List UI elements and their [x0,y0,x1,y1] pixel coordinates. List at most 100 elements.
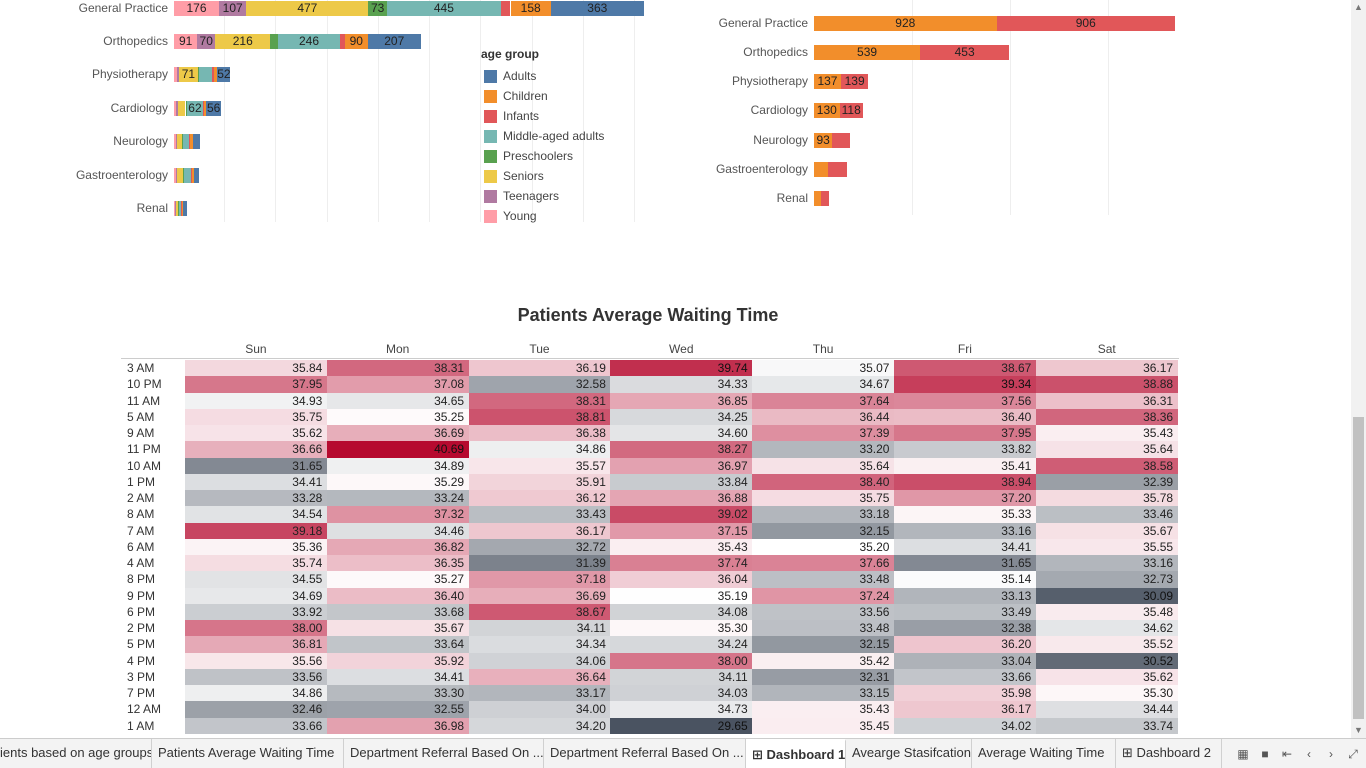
bar-segment-children[interactable] [814,191,821,206]
heatmap-cell[interactable]: 38.31 [468,392,611,410]
bar-segment-middle-aged-adults[interactable]: 445 [386,1,501,16]
heatmap-cell[interactable]: 36.88 [610,490,753,507]
tab-ients-based-on-age-groups[interactable]: ients based on age groups [0,739,152,768]
heatmap-cell[interactable]: 33.46 [1035,506,1179,523]
bar-segment-teenagers[interactable] [175,168,177,183]
bar-segment-infants[interactable] [820,191,829,206]
next-page-icon[interactable]: › [1329,747,1333,761]
bar-segment-seniors[interactable] [176,201,179,216]
bar-segment-infants[interactable] [832,133,851,148]
heatmap-cell[interactable]: 32.55 [326,701,470,718]
heatmap-cell[interactable]: 36.38 [468,425,611,442]
heatmap-cell[interactable]: 30.09 [1035,587,1179,605]
heatmap-cell[interactable]: 35.33 [894,506,1037,523]
heatmap-cell[interactable]: 33.66 [185,717,328,735]
heatmap-cell[interactable]: 35.43 [610,538,753,556]
bar-segment-children[interactable]: 130 [814,103,840,118]
bar-segment-children[interactable]: 158 [510,1,551,16]
bar-segment-infants[interactable] [340,34,345,49]
heatmap-cell[interactable]: 35.92 [326,652,470,670]
heatmap-cell[interactable]: 39.18 [185,522,328,540]
bar-segment-adults[interactable]: 56 [206,101,221,116]
bar-segment-infants[interactable]: 118 [839,103,863,118]
heatmap-cell[interactable]: 35.74 [185,555,328,572]
heatmap-cell[interactable]: 37.95 [894,425,1037,442]
heatmap-cell[interactable]: 33.92 [185,603,328,621]
bar-segment-teenagers[interactable]: 70 [197,34,216,49]
heatmap-cell[interactable]: 33.28 [185,490,328,507]
bar-segment-seniors[interactable]: 477 [246,1,369,16]
heatmap-cell[interactable]: 35.67 [326,620,470,637]
first-page-icon[interactable]: ⇤ [1281,747,1293,761]
bar-segment-infants[interactable]: 453 [920,45,1010,60]
fullscreen-icon[interactable]: ⤢ [1348,747,1358,761]
heatmap-cell[interactable]: 36.31 [1035,392,1179,410]
heatmap-cell[interactable]: 35.14 [894,571,1037,588]
heatmap-cell[interactable]: 37.20 [894,490,1037,507]
heatmap-cell[interactable]: 35.07 [752,360,895,377]
heatmap-cell[interactable]: 36.98 [326,717,470,735]
heatmap-cell[interactable]: 34.20 [468,717,611,735]
heatmap-cell[interactable]: 34.24 [610,636,753,653]
heatmap-cell[interactable]: 38.00 [610,652,753,670]
scroll-up-icon[interactable]: ▲ [1354,2,1363,12]
heatmap-cell[interactable]: 30.52 [1035,652,1179,670]
tab-department-referral-based-on[interactable]: Department Referral Based On ... [544,739,746,768]
heatmap-cell[interactable]: 34.73 [610,701,753,718]
tab-avearge-stasifcation[interactable]: Avearge Stasifcation [846,739,972,768]
bar-segment-middle-aged-adults[interactable]: 62 [187,101,203,116]
heatmap-cell[interactable]: 33.48 [752,620,895,637]
bar-segment-children[interactable]: 137 [814,74,841,89]
heatmap-cell[interactable]: 33.56 [185,668,328,686]
heatmap-cell[interactable]: 33.68 [326,603,470,621]
heatmap-cell[interactable]: 35.30 [1035,685,1179,702]
bar-segment-children[interactable] [190,134,193,149]
bar-segment-seniors[interactable] [177,101,186,116]
heatmap-cell[interactable]: 39.34 [894,376,1037,393]
tab-dashboard-1[interactable]: ⊞ Dashboard 1 [746,739,846,768]
heatmap-cell[interactable]: 35.41 [894,457,1037,475]
heatmap-cell[interactable]: 34.25 [610,408,753,426]
heatmap-cell[interactable]: 35.42 [752,652,895,670]
bar-segment-children[interactable]: 928 [814,16,997,31]
bar-segment-teenagers[interactable] [175,201,176,216]
bar-segment-adults[interactable]: 52 [217,67,231,82]
heatmap-cell[interactable]: 33.64 [326,636,470,653]
heatmap-cell[interactable]: 37.32 [326,506,470,523]
bar-segment-seniors[interactable]: 216 [215,34,271,49]
bar-segment-teenagers[interactable] [175,134,177,149]
heatmap-cell[interactable]: 35.19 [610,587,753,605]
bar-segment-middle-aged-adults[interactable] [179,201,182,216]
heatmap-cell[interactable]: 38.58 [1035,457,1179,475]
bar-segment-young[interactable] [174,168,176,183]
bar-segment-infants[interactable] [181,201,183,216]
vertical-scrollbar[interactable]: ▲ ▼ [1351,0,1366,738]
bar-segment-children[interactable] [213,67,218,82]
legend-item-middle-aged-adults[interactable]: Middle-aged adults [481,126,604,146]
bar-segment-preschoolers[interactable] [178,201,180,216]
legend-item-children[interactable]: Children [481,86,604,106]
heatmap-cell[interactable]: 35.56 [185,652,328,670]
heatmap-cell[interactable]: 34.46 [326,522,470,540]
heatmap-cell[interactable]: 33.48 [752,571,895,588]
heatmap-cell[interactable]: 33.43 [468,506,611,523]
heatmap-cell[interactable]: 35.67 [1035,522,1179,540]
heatmap-cell[interactable]: 35.30 [610,620,753,637]
heatmap-cell[interactable]: 32.39 [1035,473,1179,491]
heatmap-cell[interactable]: 38.67 [894,360,1037,377]
bar-segment-infants[interactable]: 906 [996,16,1175,31]
heatmap-cell[interactable]: 36.19 [468,360,611,377]
heatmap-cell[interactable]: 29.65 [610,717,753,735]
heatmap-cell[interactable]: 36.20 [894,636,1037,653]
heatmap-cell[interactable]: 36.69 [468,587,611,605]
heatmap-cell[interactable]: 37.74 [610,555,753,572]
heatmap-cell[interactable]: 35.62 [1035,668,1179,686]
heatmap-cell[interactable]: 36.44 [752,408,895,426]
heatmap-cell[interactable]: 33.13 [894,587,1037,605]
heatmap-cell[interactable]: 39.74 [610,360,753,377]
heatmap-cell[interactable]: 32.15 [752,522,895,540]
bar-segment-middle-aged-adults[interactable] [183,168,192,183]
heatmap-cell[interactable]: 36.40 [326,587,470,605]
bar-segment-preschoolers[interactable]: 73 [368,1,387,16]
heatmap-cell[interactable]: 35.43 [752,701,895,718]
